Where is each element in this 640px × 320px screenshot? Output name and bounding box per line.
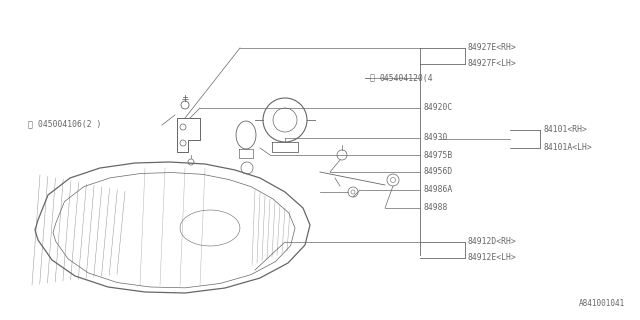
Text: 84956D: 84956D bbox=[424, 167, 453, 177]
Text: 045004106(2 ): 045004106(2 ) bbox=[38, 121, 101, 130]
Text: 84988: 84988 bbox=[424, 204, 449, 212]
Text: 84986A: 84986A bbox=[424, 186, 453, 195]
Text: 84912D<RH>: 84912D<RH> bbox=[468, 237, 516, 246]
Text: 84912E<LH>: 84912E<LH> bbox=[468, 253, 516, 262]
Text: 84101<RH>: 84101<RH> bbox=[544, 125, 588, 134]
Text: 045404120(4: 045404120(4 bbox=[380, 74, 434, 83]
Text: 84930: 84930 bbox=[424, 133, 449, 142]
Text: 84927E<RH>: 84927E<RH> bbox=[468, 44, 516, 52]
Text: 84927F<LH>: 84927F<LH> bbox=[468, 60, 516, 68]
Text: 84920C: 84920C bbox=[424, 103, 453, 113]
Text: 84975B: 84975B bbox=[424, 150, 453, 159]
Text: Ⓢ: Ⓢ bbox=[28, 121, 33, 130]
Text: Ⓢ: Ⓢ bbox=[370, 74, 375, 83]
Text: 84101A<LH>: 84101A<LH> bbox=[544, 143, 593, 153]
Text: A841001041: A841001041 bbox=[579, 299, 625, 308]
